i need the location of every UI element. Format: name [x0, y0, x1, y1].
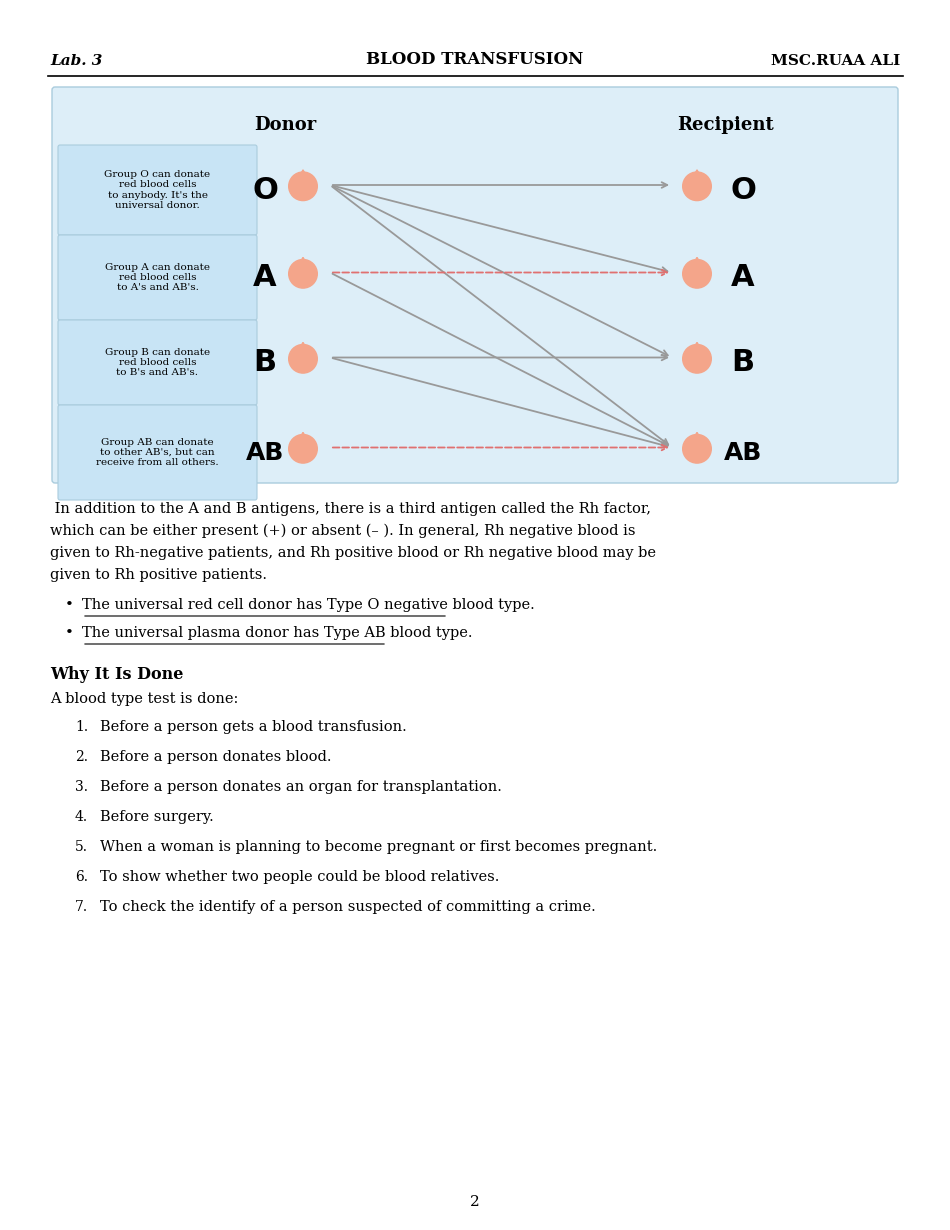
Polygon shape	[294, 433, 312, 449]
Text: 1.: 1.	[75, 720, 88, 734]
Text: Recipient: Recipient	[676, 116, 773, 134]
Text: Group B can donate
red blood cells
to B's and AB's.: Group B can donate red blood cells to B'…	[104, 348, 210, 378]
Text: When a woman is planning to become pregnant or first becomes pregnant.: When a woman is planning to become pregn…	[100, 840, 657, 854]
Text: MSC.RUAA ALI: MSC.RUAA ALI	[770, 54, 900, 68]
Circle shape	[683, 434, 712, 462]
Polygon shape	[294, 342, 312, 359]
Text: 2: 2	[470, 1196, 480, 1209]
Text: •: •	[65, 598, 74, 613]
Text: 3.: 3.	[75, 780, 88, 795]
Text: Before surgery.: Before surgery.	[100, 811, 214, 824]
Text: Group O can donate
red blood cells
to anybody. It's the
universal donor.: Group O can donate red blood cells to an…	[104, 170, 211, 210]
Text: The universal red cell donor has Type O negative blood type.: The universal red cell donor has Type O …	[82, 598, 535, 613]
Text: 2.: 2.	[75, 750, 88, 764]
Circle shape	[289, 434, 317, 462]
Text: O: O	[252, 176, 278, 204]
Polygon shape	[294, 170, 312, 186]
Text: Before a person donates blood.: Before a person donates blood.	[100, 750, 332, 764]
Text: 5.: 5.	[75, 840, 88, 854]
FancyBboxPatch shape	[58, 145, 257, 235]
Polygon shape	[689, 342, 706, 359]
Text: Why It Is Done: Why It Is Done	[50, 665, 183, 683]
Text: AB: AB	[724, 440, 762, 465]
Text: Group AB can donate
to other AB's, but can
receive from all others.: Group AB can donate to other AB's, but c…	[96, 438, 218, 467]
Text: AB: AB	[246, 440, 284, 465]
FancyBboxPatch shape	[52, 87, 898, 483]
Text: which can be either present (+) or absent (– ). In general, Rh negative blood is: which can be either present (+) or absen…	[50, 524, 636, 539]
Text: B: B	[732, 348, 754, 378]
Text: A: A	[254, 263, 276, 292]
Text: O: O	[730, 176, 756, 204]
Circle shape	[289, 344, 317, 373]
Circle shape	[683, 344, 712, 373]
Circle shape	[683, 260, 712, 288]
Text: Before a person donates an organ for transplantation.: Before a person donates an organ for tra…	[100, 780, 502, 795]
Text: 6.: 6.	[75, 870, 88, 884]
Circle shape	[683, 172, 712, 200]
Text: A: A	[732, 263, 755, 292]
Text: •: •	[65, 626, 74, 640]
FancyBboxPatch shape	[58, 320, 257, 405]
Text: given to Rh positive patients.: given to Rh positive patients.	[50, 568, 267, 582]
Circle shape	[289, 172, 317, 200]
Text: Group A can donate
red blood cells
to A's and AB's.: Group A can donate red blood cells to A'…	[105, 262, 210, 293]
Text: BLOOD TRANSFUSION: BLOOD TRANSFUSION	[367, 50, 583, 68]
Polygon shape	[689, 257, 706, 274]
Text: To check the identify of a person suspected of committing a crime.: To check the identify of a person suspec…	[100, 900, 596, 914]
FancyBboxPatch shape	[58, 235, 257, 320]
Text: 4.: 4.	[75, 811, 88, 824]
Text: A blood type test is done:: A blood type test is done:	[50, 692, 238, 706]
Polygon shape	[689, 433, 706, 449]
Text: Lab. 3: Lab. 3	[50, 54, 103, 68]
Text: Donor: Donor	[254, 116, 316, 134]
Circle shape	[289, 260, 317, 288]
Polygon shape	[689, 170, 706, 186]
Polygon shape	[294, 257, 312, 274]
Text: given to Rh-negative patients, and Rh positive blood or Rh negative blood may be: given to Rh-negative patients, and Rh po…	[50, 546, 656, 560]
Text: 7.: 7.	[75, 900, 88, 914]
Text: B: B	[254, 348, 276, 378]
Text: Before a person gets a blood transfusion.: Before a person gets a blood transfusion…	[100, 720, 407, 734]
Text: The universal plasma donor has Type AB blood type.: The universal plasma donor has Type AB b…	[82, 626, 472, 640]
FancyBboxPatch shape	[58, 405, 257, 501]
Text: In addition to the A and B antigens, there is a third antigen called the Rh fact: In addition to the A and B antigens, the…	[50, 502, 651, 517]
Text: To show whether two people could be blood relatives.: To show whether two people could be bloo…	[100, 870, 500, 884]
